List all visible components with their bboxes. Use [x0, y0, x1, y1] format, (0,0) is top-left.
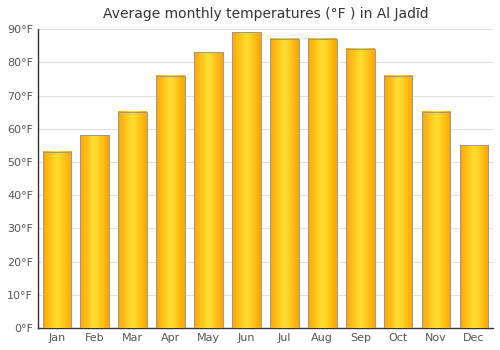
- Bar: [80, 135, 109, 328]
- Bar: [308, 39, 336, 328]
- Bar: [194, 52, 223, 328]
- Bar: [232, 33, 260, 328]
- Bar: [156, 76, 185, 328]
- Bar: [384, 76, 412, 328]
- Bar: [346, 49, 374, 328]
- Bar: [118, 112, 147, 328]
- Bar: [270, 39, 298, 328]
- Bar: [422, 112, 450, 328]
- Title: Average monthly temperatures (°F ) in Al Jadīd: Average monthly temperatures (°F ) in Al…: [102, 7, 428, 21]
- Bar: [460, 145, 488, 328]
- Bar: [42, 152, 71, 328]
